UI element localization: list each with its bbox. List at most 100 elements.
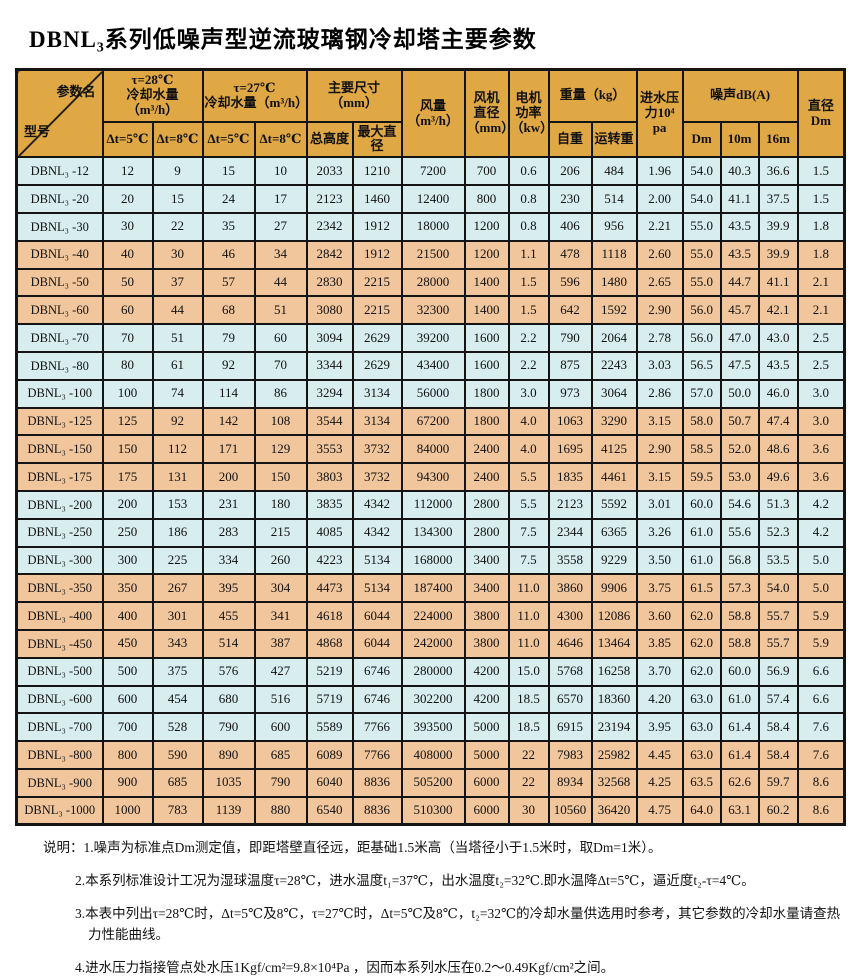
value-cell: 61.5	[681, 573, 722, 604]
value-cell: 642	[547, 295, 593, 326]
value-cell: 514	[201, 628, 256, 659]
corner-cell: 参数名 型号	[15, 68, 104, 159]
value-cell: 300	[101, 545, 154, 576]
value-cell: 35	[201, 211, 256, 242]
value-cell: 6365	[590, 517, 638, 548]
header-airflow: 风量 （m³/h）	[400, 68, 466, 159]
value-cell: 28000	[400, 267, 466, 298]
table-row: DBNL₃ -125 125 92 142 108 3544 3134 67200 1800 4.…	[15, 406, 846, 437]
value-cell: 40.3	[719, 156, 760, 187]
header-dt8-t28: Δt=8℃	[151, 120, 204, 159]
value-cell: 74	[151, 378, 204, 409]
value-cell: 2.90	[635, 295, 684, 326]
value-cell: 44	[151, 295, 204, 326]
value-cell: 215	[253, 517, 308, 548]
value-cell: 1600	[463, 323, 510, 353]
value-cell: 54.0	[681, 156, 722, 187]
value-cell: 3.75	[635, 573, 684, 604]
value-cell: 3064	[590, 378, 638, 409]
value-cell: 61.0	[681, 545, 722, 576]
value-cell: 393500	[400, 712, 466, 743]
model-cell: DBNL₃ -300	[15, 545, 104, 576]
value-cell: 55.7	[757, 601, 799, 631]
value-cell: 61.0	[719, 684, 760, 715]
value-cell: 7766	[351, 712, 403, 743]
value-cell: 9229	[590, 545, 638, 576]
value-cell: 30	[507, 795, 550, 826]
value-cell: 56.5	[681, 350, 722, 381]
value-cell: 43.5	[719, 211, 760, 242]
header-t28-group: τ=28℃ 冷却水量（m³/h）	[101, 68, 204, 123]
value-cell: 12086	[590, 601, 638, 631]
value-cell: 46	[201, 239, 256, 270]
model-cell: DBNL₃ -400	[15, 601, 104, 631]
value-cell: 42.1	[757, 295, 799, 326]
value-cell: 84000	[400, 434, 466, 465]
value-cell: 5.0	[796, 545, 846, 576]
value-cell: 40	[101, 239, 154, 270]
value-cell: 2.21	[635, 211, 684, 242]
value-cell: 92	[151, 406, 204, 437]
value-cell: 1.5	[507, 267, 550, 298]
value-cell: 973	[547, 378, 593, 409]
value-cell: 54.0	[681, 184, 722, 214]
value-cell: 685	[151, 767, 204, 798]
notes-label: 说明：	[43, 840, 84, 855]
note-item-2: 2.本系列标准设计工况为湿球温度τ=28℃，进水温度t₁=37℃，出水温度t₂=…	[75, 872, 755, 888]
value-cell: 68	[201, 295, 256, 326]
value-cell: 3800	[463, 601, 510, 631]
value-cell: 55.0	[681, 211, 722, 242]
value-cell: 60	[253, 323, 308, 353]
value-cell: 528	[151, 712, 204, 743]
value-cell: 3080	[305, 295, 354, 326]
value-cell: 4.20	[635, 684, 684, 715]
model-cell: DBNL₃ -125	[15, 406, 104, 437]
value-cell: 54.6	[719, 489, 760, 520]
note-item-3: 3.本表中列出τ=28℃时，Δt=5℃及8℃，τ=27℃时，Δt=5℃及8℃，t…	[75, 905, 841, 942]
value-cell: 57.0	[681, 378, 722, 409]
value-cell: 10	[253, 156, 308, 187]
value-cell: 505200	[400, 767, 466, 798]
value-cell: 15	[201, 156, 256, 187]
value-cell: 5.5	[507, 462, 550, 492]
value-cell: 9906	[590, 573, 638, 604]
value-cell: 59.5	[681, 462, 722, 492]
value-cell: 175	[101, 462, 154, 492]
value-cell: 225	[151, 545, 204, 576]
value-cell: 4.2	[796, 517, 846, 548]
value-cell: 50.0	[719, 378, 760, 409]
value-cell: 3400	[463, 573, 510, 604]
value-cell: 400	[101, 601, 154, 631]
value-cell: 1800	[463, 378, 510, 409]
value-cell: 200	[201, 462, 256, 492]
model-cell: DBNL₃ -70	[15, 323, 104, 353]
value-cell: 3.15	[635, 406, 684, 437]
value-cell: 375	[151, 656, 204, 687]
value-cell: 4085	[305, 517, 354, 548]
value-cell: 100	[101, 378, 154, 409]
value-cell: 56.0	[681, 323, 722, 353]
value-cell: 48.6	[757, 434, 799, 465]
value-cell: 20	[101, 184, 154, 214]
value-cell: 3.15	[635, 462, 684, 492]
value-cell: 304	[253, 573, 308, 604]
value-cell: 600	[253, 712, 308, 743]
model-cell: DBNL₃ -80	[15, 350, 104, 381]
value-cell: 64.0	[681, 795, 722, 826]
value-cell: 7.6	[796, 712, 846, 743]
value-cell: 454	[151, 684, 204, 715]
table-row: DBNL₃ -500 500 375 576 427 5219 6746 280000 4200…	[15, 656, 846, 687]
value-cell: 153	[151, 489, 204, 520]
value-cell: 180	[253, 489, 308, 520]
value-cell: 18.5	[507, 712, 550, 743]
value-cell: 94300	[400, 462, 466, 492]
value-cell: 3134	[351, 378, 403, 409]
value-cell: 2629	[351, 323, 403, 353]
header-running-weight: 运转重	[590, 120, 638, 159]
value-cell: 596	[547, 267, 593, 298]
value-cell: 1800	[463, 406, 510, 437]
value-cell: 6040	[305, 767, 354, 798]
value-cell: 12400	[400, 184, 466, 214]
table-row: DBNL₃ -20 20 15 24 17 2123 1460 12400 800 0.8 230 5…	[15, 184, 846, 214]
